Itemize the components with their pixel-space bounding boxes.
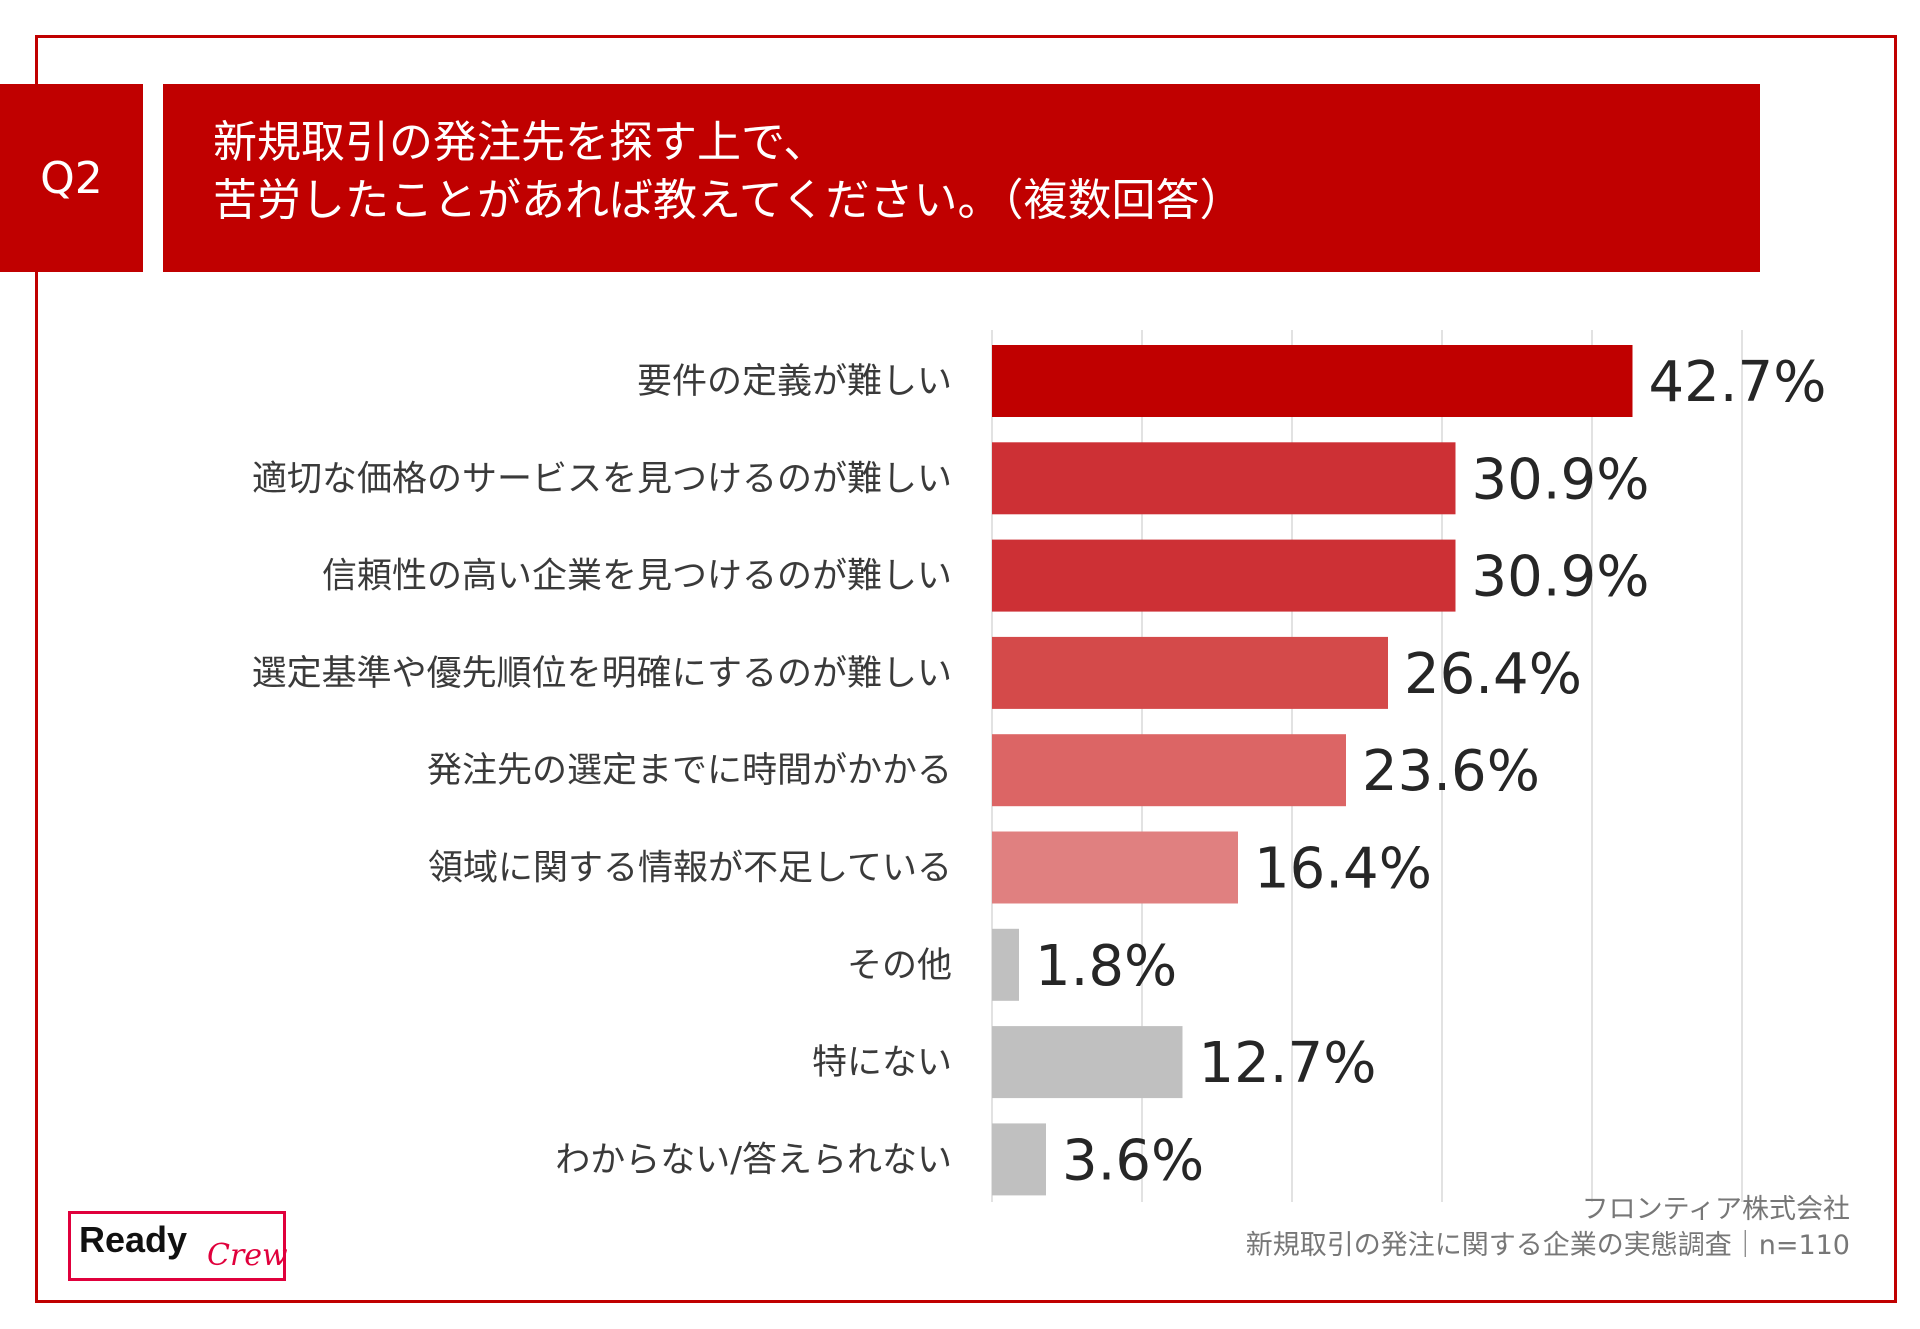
- value-label: 26.4%: [1404, 642, 1582, 707]
- bar: [992, 1026, 1183, 1099]
- value-label: 16.4%: [1254, 837, 1432, 902]
- value-label: 12.7%: [1199, 1031, 1377, 1096]
- question-title-banner: 新規取引の発注先を探す上で、 苦労したことがあれば教えてください。（複数回答）: [163, 84, 1760, 272]
- category-label: 領域に関する情報が不足している: [428, 849, 952, 889]
- category-label: わからない/答えられない: [555, 1140, 952, 1180]
- bar: [992, 1123, 1046, 1196]
- value-label: 30.9%: [1472, 545, 1650, 610]
- bar: [992, 539, 1456, 612]
- value-label: 23.6%: [1362, 739, 1540, 804]
- bar-chart: 要件の定義が難しい 42.7% 適切な価格のサービスを見つけるのが難しい 30.9% 信…: [252, 330, 1827, 1202]
- category-label: 適切な価格のサービスを見つけるのが難しい: [252, 459, 952, 499]
- bar: [992, 831, 1238, 904]
- category-label: その他: [847, 946, 952, 986]
- category-label: 信頼性の高い企業を見つけるのが難しい: [322, 557, 952, 597]
- bar: [992, 636, 1388, 709]
- source-survey: 新規取引の発注に関する企業の実態調査｜n=110: [1245, 1230, 1850, 1261]
- question-title-line2: 苦労したことがあれば教えてください。（複数回答）: [213, 175, 1244, 226]
- bar: [992, 345, 1633, 417]
- source-company: フロンティア株式会社: [1581, 1194, 1850, 1225]
- value-label: 3.6%: [1062, 1128, 1204, 1193]
- value-label: 42.7%: [1649, 350, 1827, 415]
- category-label: 要件の定義が難しい: [637, 362, 952, 402]
- bar: [992, 734, 1346, 807]
- bar: [992, 928, 1019, 1001]
- category-label: 選定基準や優先順位を明確にするのが難しい: [252, 654, 952, 694]
- source-note: フロンティア株式会社 新規取引の発注に関する企業の実態調査｜n=110: [1246, 1192, 1850, 1264]
- value-label: 1.8%: [1035, 934, 1177, 999]
- bar: [992, 442, 1456, 515]
- question-title-line1: 新規取引の発注先を探す上で、: [213, 117, 828, 168]
- question-number-badge: Q2: [0, 84, 143, 272]
- question-number: Q2: [40, 152, 103, 204]
- value-label: 30.9%: [1472, 447, 1650, 512]
- slide-frame: [35, 35, 1897, 1303]
- category-label: 特にない: [812, 1043, 952, 1083]
- logo-ready-text: Ready: [79, 1219, 188, 1260]
- category-label: 発注先の選定までに時間がかかる: [427, 751, 952, 791]
- logo-crew-text: Crew: [207, 1238, 288, 1273]
- ready-crew-logo: Ready Crew: [68, 1211, 288, 1281]
